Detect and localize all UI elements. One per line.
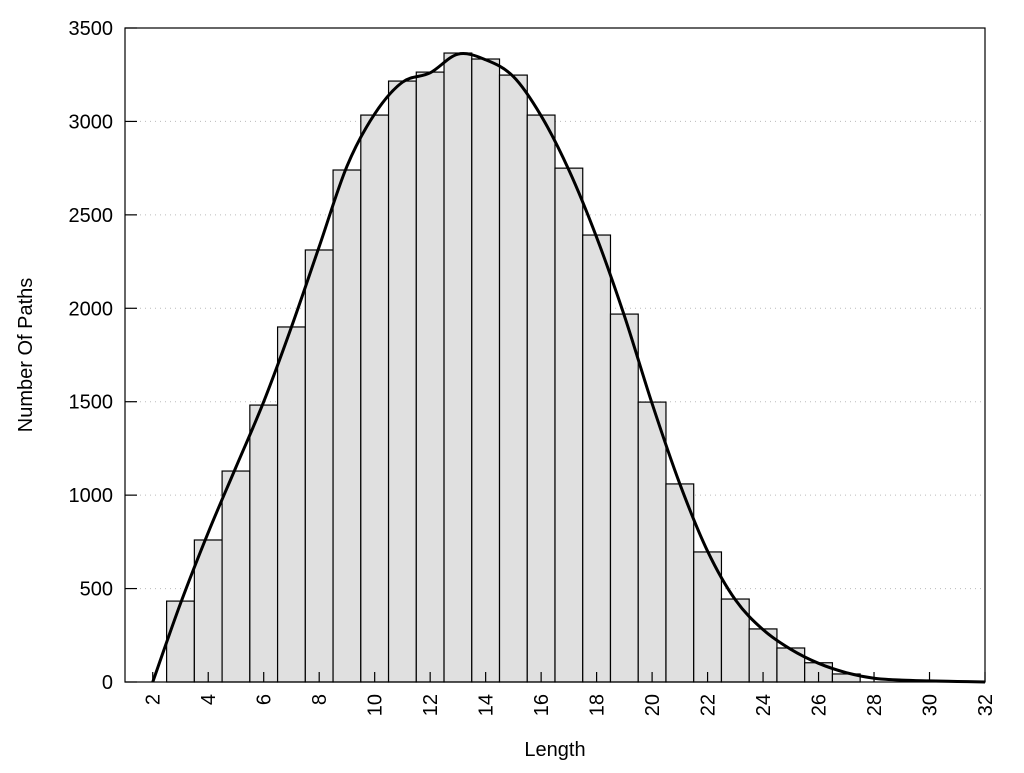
x-tick-label: 24 bbox=[753, 694, 775, 716]
bar-25 bbox=[776, 647, 806, 683]
x-tick-label: 22 bbox=[698, 694, 720, 716]
x-axis-label: Length bbox=[524, 739, 585, 761]
bar-6 bbox=[249, 404, 279, 683]
y-tick-label: 1500 bbox=[69, 392, 114, 414]
bar-10 bbox=[360, 114, 390, 683]
bars bbox=[166, 52, 861, 683]
x-tick-label: 10 bbox=[365, 694, 387, 716]
plot-frame bbox=[124, 27, 986, 683]
y-tick-label: 0 bbox=[102, 672, 113, 694]
bar-8 bbox=[304, 249, 334, 683]
x-tick-label: 32 bbox=[975, 694, 997, 716]
y-axis-label: Number Of Paths bbox=[15, 278, 37, 433]
x-tick-label: 12 bbox=[420, 694, 442, 716]
x-tick-label: 28 bbox=[864, 694, 886, 716]
x-tick-label: 16 bbox=[531, 694, 553, 716]
bar-12 bbox=[415, 71, 445, 683]
density-curve bbox=[151, 52, 986, 684]
y-tick-label: 3500 bbox=[69, 18, 114, 40]
bar-4 bbox=[193, 539, 223, 683]
bar-11 bbox=[387, 80, 417, 683]
bar-20 bbox=[637, 401, 667, 683]
x-tick-label: 30 bbox=[920, 694, 942, 716]
x-tick-label: 6 bbox=[254, 694, 276, 705]
bar-16 bbox=[526, 114, 556, 683]
bar-21 bbox=[665, 483, 695, 683]
y-tick-label: 3000 bbox=[69, 111, 114, 133]
bar-3 bbox=[166, 600, 195, 683]
x-axis: 2 4 6 8 10 12 14 16 18 20 22 24 26 28 30 32 bbox=[143, 672, 997, 716]
x-tick-label: 2 bbox=[143, 694, 165, 705]
x-tick-label: 8 bbox=[309, 694, 331, 705]
y-tick-label: 1000 bbox=[69, 485, 114, 507]
bar-19 bbox=[609, 313, 639, 683]
x-tick-label: 14 bbox=[476, 694, 498, 716]
x-tick-label: 26 bbox=[809, 694, 831, 716]
x-tick-label: 18 bbox=[587, 694, 609, 716]
x-tick-label: 20 bbox=[642, 694, 664, 716]
y-tick-label: 500 bbox=[80, 579, 113, 601]
bar-14 bbox=[471, 58, 501, 683]
bar-17 bbox=[554, 167, 584, 683]
y-tick-label: 2500 bbox=[69, 205, 114, 227]
bar-9 bbox=[332, 169, 362, 683]
bar-18 bbox=[582, 234, 612, 683]
x-tick-label: 4 bbox=[198, 694, 220, 705]
bar-15 bbox=[498, 74, 528, 683]
y-axis: 0 500 1000 1500 2000 2500 3000 3500 bbox=[69, 18, 137, 694]
bar-7 bbox=[276, 326, 306, 683]
bar-5 bbox=[221, 470, 251, 683]
y-tick-label: 2000 bbox=[69, 298, 114, 320]
bar-13 bbox=[443, 52, 473, 683]
